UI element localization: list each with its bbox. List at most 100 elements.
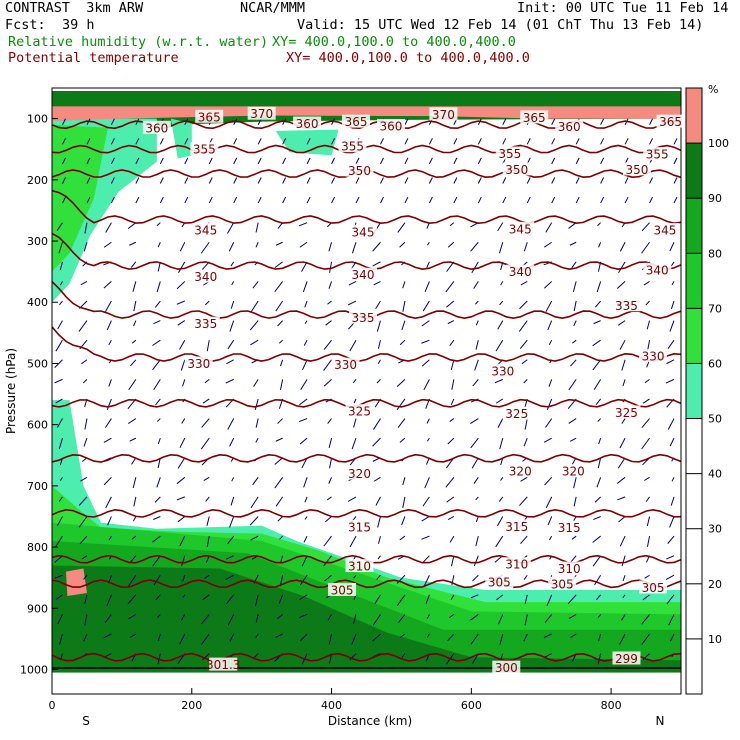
colorbar-tick-label: 90 <box>708 192 722 205</box>
wind-vector <box>649 177 653 184</box>
wind-vector <box>598 242 602 248</box>
theta-label-bg <box>612 651 641 665</box>
wind-vector <box>526 196 531 204</box>
wind-vector <box>619 339 626 350</box>
wind-vector <box>298 222 308 227</box>
wind-vector <box>304 496 308 503</box>
wind-vector <box>252 477 259 486</box>
wind-vector <box>600 177 605 184</box>
wind-vector <box>131 457 137 465</box>
wind-vector <box>103 476 112 486</box>
wind-vector <box>200 241 210 254</box>
wind-vector <box>277 320 283 327</box>
y-axis-label: Pressure (hPa) <box>4 348 18 434</box>
wind-vector <box>127 594 137 605</box>
wind-vector <box>374 594 381 605</box>
wind-vector <box>645 496 650 502</box>
wind-vector <box>397 222 406 233</box>
wind-vector <box>402 300 406 312</box>
wind-vector <box>229 437 235 447</box>
wind-vector <box>377 359 381 364</box>
wind-vector <box>129 437 137 442</box>
wind-vector <box>477 196 482 204</box>
wind-vector <box>424 281 430 292</box>
wind-vector <box>551 177 556 184</box>
wind-vector <box>331 196 336 204</box>
theta-label-bg <box>345 559 374 573</box>
wind-vector <box>179 339 186 350</box>
wind-vector <box>274 281 284 293</box>
wind-vector <box>250 535 259 541</box>
wind-vector <box>153 574 161 586</box>
wind-vector <box>377 516 381 528</box>
wind-vector <box>569 241 577 246</box>
wind-vector <box>402 496 406 508</box>
theta-label-bg <box>488 363 517 377</box>
wind-vector <box>573 477 577 489</box>
wind-vector <box>597 222 601 227</box>
wind-vector <box>598 633 602 642</box>
theta-label: 340 <box>509 265 532 279</box>
wind-vector <box>616 476 626 484</box>
wind-vector <box>323 555 332 567</box>
wind-vector <box>621 555 626 567</box>
colorbar-swatch <box>686 308 702 364</box>
wind-vector <box>104 418 112 428</box>
x-tick-label: 600 <box>461 699 482 712</box>
rh-band-upper-patch <box>275 129 339 156</box>
wind-vector <box>328 242 333 252</box>
wind-vector <box>622 594 626 599</box>
wind-vector <box>278 594 284 605</box>
wind-vector <box>78 496 88 506</box>
theta-label: 299 <box>615 652 638 666</box>
rh-field-xy: XY= 400.0,100.0 to 400.0,400.0 <box>272 34 516 50</box>
wind-vector <box>257 157 262 165</box>
wind-vector <box>598 437 602 445</box>
wind-vector <box>621 359 626 371</box>
wind-vector <box>254 398 259 410</box>
theta-label: 330 <box>334 358 357 372</box>
wind-vector <box>279 379 284 391</box>
wind-vector <box>225 574 234 580</box>
wind-vector <box>526 177 531 184</box>
wind-vector <box>619 535 626 547</box>
wind-vector <box>404 196 409 204</box>
wind-vector <box>428 177 433 184</box>
wind-vector <box>575 157 580 165</box>
wind-vector <box>377 535 381 544</box>
wind-vector <box>329 261 333 273</box>
wind-vector <box>179 535 186 547</box>
wind-vector <box>133 300 137 312</box>
wind-vector <box>57 614 63 625</box>
wind-vector <box>329 457 333 469</box>
wind-vector <box>230 261 235 267</box>
wind-vector <box>86 177 91 184</box>
wind-vector <box>475 496 479 501</box>
wind-vector <box>280 555 284 563</box>
theta-label-bg <box>559 464 588 478</box>
theta-label-bg <box>650 223 679 237</box>
wind-vector <box>106 594 112 607</box>
wind-vector <box>496 594 504 601</box>
wind-vector <box>372 241 381 252</box>
theta-label: 320 <box>509 465 532 479</box>
wind-vector <box>548 339 553 345</box>
wind-vector <box>495 339 504 352</box>
wind-vector <box>226 594 235 605</box>
wind-vector <box>449 222 455 227</box>
theta-label: 365 <box>659 115 682 129</box>
wind-vector <box>669 242 675 252</box>
wind-vector <box>498 242 504 254</box>
wind-vector <box>304 300 308 308</box>
wind-vector <box>226 222 235 234</box>
theta-label: 305 <box>488 575 511 589</box>
wind-vector <box>592 359 602 371</box>
wind-vector <box>181 418 186 424</box>
colorbar-swatch <box>686 88 702 144</box>
wind-vector <box>404 177 409 184</box>
wind-vector <box>177 457 186 469</box>
wind-vector <box>472 379 479 387</box>
wind-vector <box>229 633 235 642</box>
wind-vector <box>618 261 626 273</box>
